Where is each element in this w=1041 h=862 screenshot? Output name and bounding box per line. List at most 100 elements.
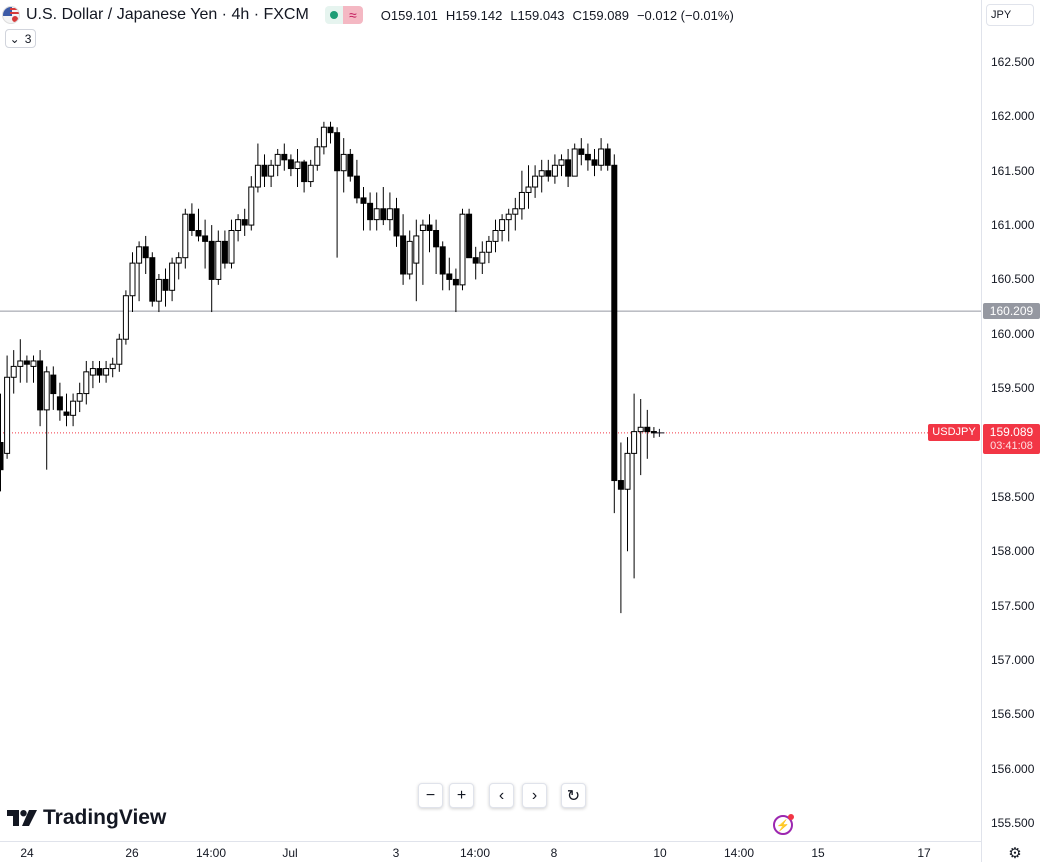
candle[interactable] (631, 393, 638, 579)
candle[interactable] (142, 235, 149, 274)
candle[interactable] (4, 355, 11, 459)
candle[interactable] (327, 121, 334, 144)
candle[interactable] (479, 241, 486, 274)
candle[interactable] (241, 208, 248, 236)
candle[interactable] (281, 143, 288, 171)
candle[interactable] (261, 154, 268, 188)
candle[interactable] (452, 268, 459, 313)
candle[interactable] (459, 208, 466, 291)
indicators-toggle-button[interactable]: ⌄ 3 (5, 29, 36, 48)
candle[interactable] (406, 230, 413, 280)
candle[interactable] (538, 159, 545, 193)
candle[interactable] (188, 203, 195, 236)
candle[interactable] (393, 197, 400, 247)
symbol-title[interactable]: U.S. Dollar / Japanese Yen · 4h · FXCM (26, 6, 309, 23)
candle[interactable] (466, 208, 473, 259)
candle[interactable] (419, 219, 426, 285)
candle[interactable] (274, 148, 281, 177)
candle[interactable] (386, 192, 393, 231)
candle[interactable] (228, 219, 235, 269)
candle[interactable] (202, 219, 209, 269)
candle[interactable] (624, 437, 631, 552)
candle[interactable] (149, 252, 156, 307)
candle[interactable] (551, 154, 558, 184)
flash-icon[interactable]: ⚡ (773, 814, 794, 835)
candle[interactable] (433, 219, 440, 274)
candle[interactable] (400, 214, 407, 285)
candle[interactable] (235, 214, 242, 242)
candle[interactable] (122, 290, 129, 345)
candle[interactable] (89, 360, 96, 389)
candle[interactable] (472, 246, 479, 280)
candle[interactable] (37, 350, 44, 427)
candle[interactable] (637, 399, 644, 476)
candle[interactable] (70, 393, 77, 427)
candle[interactable] (83, 360, 90, 405)
candle[interactable] (340, 138, 347, 193)
reset-chart-button[interactable]: ↻ (561, 783, 586, 808)
candlestick-chart[interactable] (0, 0, 981, 841)
candle[interactable] (30, 355, 37, 383)
candle[interactable] (56, 382, 63, 421)
candle[interactable] (23, 355, 30, 383)
candle[interactable] (525, 165, 532, 209)
candle[interactable] (604, 143, 611, 171)
candle[interactable] (598, 138, 605, 171)
candle[interactable] (353, 159, 360, 204)
candle[interactable] (96, 360, 103, 383)
candle[interactable] (195, 208, 202, 242)
candle[interactable] (254, 143, 261, 193)
candle[interactable] (307, 159, 314, 188)
candle[interactable] (505, 208, 512, 242)
candle[interactable] (446, 257, 453, 291)
candle[interactable] (532, 165, 539, 198)
candle[interactable] (109, 357, 116, 378)
candle[interactable] (644, 409, 651, 459)
candle[interactable] (499, 214, 506, 242)
candle[interactable] (314, 138, 321, 171)
candle[interactable] (571, 143, 578, 177)
candle[interactable] (208, 225, 215, 313)
candle[interactable] (136, 241, 143, 302)
candle[interactable] (182, 208, 189, 269)
candle[interactable] (63, 393, 70, 427)
candle[interactable] (248, 176, 255, 231)
tradingview-logo[interactable]: TradingView (7, 806, 166, 830)
candle[interactable] (380, 187, 387, 226)
candle[interactable] (518, 170, 525, 220)
candle[interactable] (294, 148, 301, 188)
scroll-right-button[interactable]: › (522, 783, 547, 808)
candle[interactable] (50, 366, 57, 410)
candle[interactable] (426, 214, 433, 253)
gear-icon[interactable]: ⚙ (1008, 845, 1022, 862)
currency-select[interactable]: JPY (986, 4, 1034, 26)
candle[interactable] (334, 127, 341, 258)
candle[interactable] (611, 154, 618, 514)
candle[interactable] (650, 427, 657, 438)
market-status-icon[interactable] (324, 6, 343, 24)
zoom-in-button[interactable]: + (449, 783, 474, 808)
zoom-out-button[interactable]: − (418, 783, 443, 808)
candle[interactable] (591, 148, 598, 177)
candle[interactable] (162, 268, 169, 307)
candle[interactable] (221, 230, 228, 269)
candle[interactable] (0, 393, 4, 492)
wave-icon[interactable]: ≈ (342, 6, 363, 24)
candle[interactable] (373, 192, 380, 231)
candle[interactable] (545, 159, 552, 182)
candle[interactable] (17, 339, 24, 383)
candle[interactable] (320, 121, 327, 155)
candle[interactable] (215, 230, 222, 285)
candle[interactable] (175, 252, 182, 280)
candle[interactable] (10, 350, 17, 394)
candle[interactable] (584, 143, 591, 171)
scroll-left-button[interactable]: ‹ (489, 783, 514, 808)
candle[interactable] (268, 159, 275, 188)
candle[interactable] (116, 333, 123, 372)
candle[interactable] (565, 148, 572, 188)
candle[interactable] (43, 366, 50, 470)
candle[interactable] (512, 197, 519, 231)
candle[interactable] (492, 219, 499, 253)
candle[interactable] (558, 154, 565, 177)
candle[interactable] (367, 192, 374, 231)
